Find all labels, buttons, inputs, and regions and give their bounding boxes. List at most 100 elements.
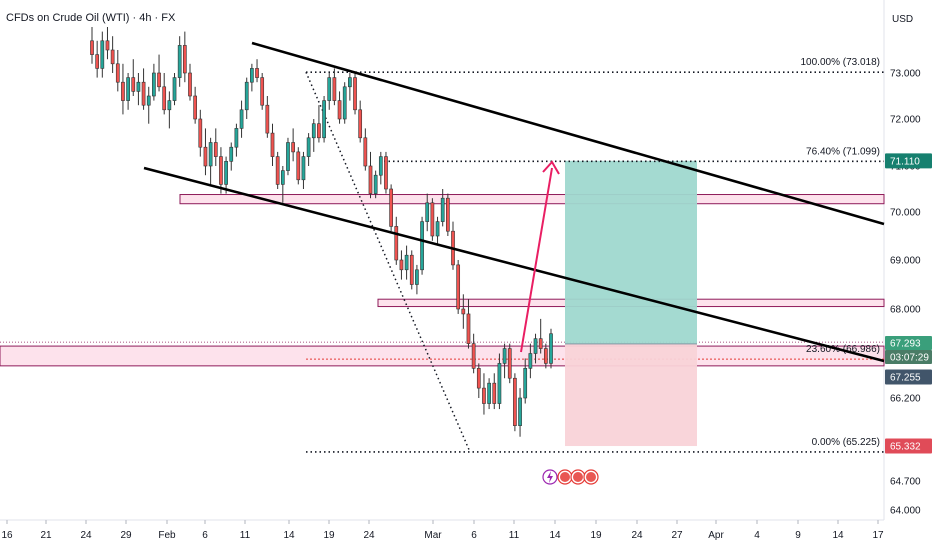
candle-body xyxy=(543,348,548,364)
candle-body xyxy=(260,77,265,106)
candle-body xyxy=(219,156,223,185)
candle-body xyxy=(317,123,321,139)
us-flag-icon xyxy=(560,472,570,482)
candle-body xyxy=(131,77,136,92)
candle-body xyxy=(487,382,491,404)
candle-body xyxy=(121,81,125,101)
upper-resistance-zone xyxy=(179,194,885,205)
last-price-tag[interactable] xyxy=(885,336,932,350)
candle-body xyxy=(286,142,290,171)
candle-body xyxy=(213,142,218,157)
candle-body xyxy=(110,49,115,65)
candle-body xyxy=(518,397,522,426)
lower-support-zone xyxy=(0,345,885,367)
candle-body xyxy=(420,221,424,271)
time-tick-label: 4 xyxy=(754,530,760,541)
candle-body xyxy=(95,54,100,69)
candle-body xyxy=(141,81,146,106)
candle-body xyxy=(100,40,105,69)
channel-lower-line[interactable] xyxy=(143,166,885,363)
candle-body xyxy=(368,165,373,194)
price-tick-label: 68.000 xyxy=(890,305,921,316)
candle-body xyxy=(523,368,528,399)
candle-body xyxy=(430,202,435,237)
fib-level-label: 100.00% (73.018) xyxy=(800,57,880,68)
candle-body xyxy=(409,254,414,285)
candle-body xyxy=(327,77,332,101)
time-tick-label: 24 xyxy=(363,530,375,541)
candle-body xyxy=(105,40,110,51)
candle-body xyxy=(275,156,280,185)
candle-body xyxy=(136,81,141,92)
time-tick-label: 19 xyxy=(590,530,602,541)
candle-body xyxy=(466,313,471,344)
candle-body xyxy=(234,128,239,148)
time-tick-label: 27 xyxy=(671,530,683,541)
candle-body xyxy=(461,308,466,315)
lightning-icon xyxy=(547,471,553,483)
price-tick-label: 70.000 xyxy=(890,208,921,219)
time-tick-label: 14 xyxy=(549,530,561,541)
candle-body xyxy=(549,333,553,364)
time-tick-label: 6 xyxy=(471,530,477,541)
candle-body xyxy=(363,137,368,167)
price-tick-label: 73.000 xyxy=(890,69,921,80)
price-tick-label: 66.200 xyxy=(890,394,921,405)
stop-price-tag-text: 65.332 xyxy=(890,442,921,453)
time-tick-label: 21 xyxy=(40,530,52,541)
bid-price-tag-text: 67.255 xyxy=(890,372,921,383)
candle-body xyxy=(425,202,430,222)
candle-body xyxy=(471,343,476,369)
axis-layer: 73.00072.00071.00070.00069.00068.00066.2… xyxy=(1,69,921,542)
candle-body xyxy=(332,77,337,101)
time-tick-label: Apr xyxy=(708,530,724,541)
us-flag-icon xyxy=(586,472,596,482)
time-tick-label: 9 xyxy=(795,530,801,541)
time-tick-label: 14 xyxy=(283,530,295,541)
last-price-tag-text: 67.293 xyxy=(890,339,921,350)
currency-label[interactable]: USD xyxy=(892,14,913,25)
price-tags-layer: 71.110 67.293 03:07:29 67.255 65.332 xyxy=(885,153,932,454)
projection-arrow-head xyxy=(542,160,560,175)
candle-body xyxy=(482,387,486,404)
candle-body xyxy=(270,132,275,157)
candle-body xyxy=(435,221,440,237)
stop-price-tag[interactable] xyxy=(885,438,932,454)
target-zone[interactable] xyxy=(565,160,697,344)
candle-body xyxy=(198,118,203,148)
target-price-tag-text: 71.110 xyxy=(890,156,920,167)
candle-body xyxy=(399,259,404,271)
trendlines-layer xyxy=(143,41,885,363)
candle-body xyxy=(255,68,259,78)
position-layer xyxy=(565,160,697,447)
candle-body xyxy=(440,197,445,222)
target-price-tag[interactable] xyxy=(885,153,932,169)
event-icons[interactable] xyxy=(542,469,599,485)
us-flag-icon xyxy=(573,472,583,482)
candle-countdown-tag[interactable] xyxy=(885,350,932,364)
candle-body xyxy=(208,142,213,167)
candle-body xyxy=(291,142,295,153)
fib-level-label: 76.40% (71.099) xyxy=(806,146,880,157)
candle-body xyxy=(182,45,187,74)
candle-body xyxy=(348,77,352,88)
candle-body xyxy=(224,161,228,185)
candle-body xyxy=(342,86,347,120)
price-tick-label: 64.700 xyxy=(890,477,921,488)
candle-body xyxy=(115,63,120,83)
stop-zone[interactable] xyxy=(565,343,697,447)
candle-body xyxy=(507,348,512,379)
bid-price-tag[interactable] xyxy=(885,369,932,385)
candle-body xyxy=(229,146,234,162)
candle-body xyxy=(373,174,378,194)
channel-upper-line[interactable] xyxy=(251,41,885,226)
projection-arrow-line[interactable] xyxy=(520,167,553,353)
candle-body xyxy=(301,156,306,181)
candle-body xyxy=(162,86,167,111)
candle-body xyxy=(167,100,172,111)
time-tick-label: 29 xyxy=(120,530,132,541)
time-tick-label: 11 xyxy=(509,530,520,541)
time-tick-label: 17 xyxy=(872,530,884,541)
